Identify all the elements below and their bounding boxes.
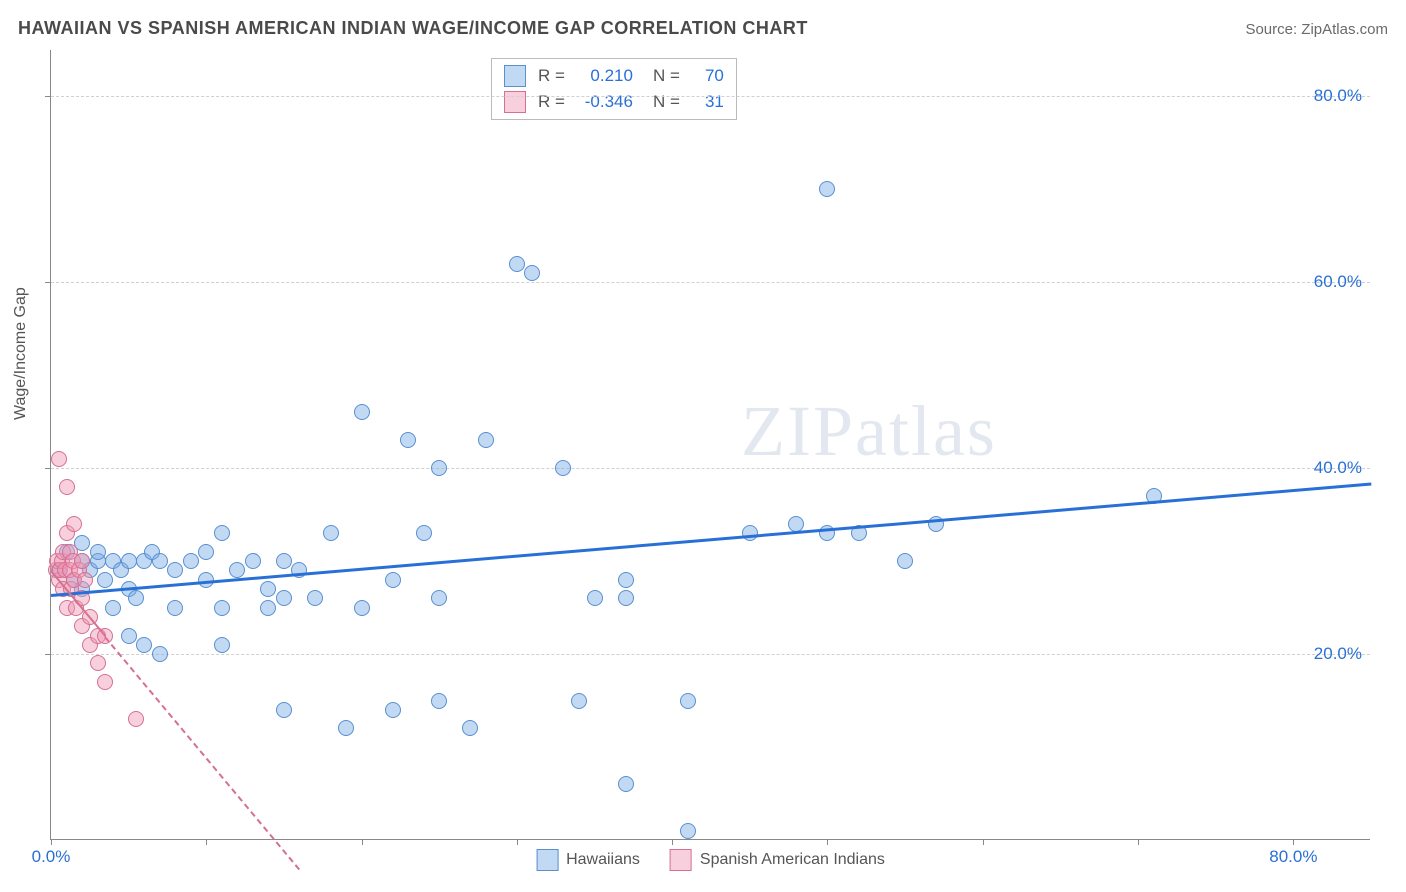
data-point	[323, 525, 339, 541]
data-point	[97, 572, 113, 588]
data-point	[307, 590, 323, 606]
data-point	[276, 553, 292, 569]
data-point	[90, 544, 106, 560]
watermark-bold: ZIP	[741, 391, 855, 471]
data-point	[478, 432, 494, 448]
data-point	[618, 572, 634, 588]
data-point	[587, 590, 603, 606]
stats-row: R = 0.210 N = 70	[504, 63, 724, 89]
data-point	[90, 655, 106, 671]
data-point	[338, 720, 354, 736]
data-point	[819, 181, 835, 197]
data-point	[128, 711, 144, 727]
x-tick-label: 0.0%	[32, 847, 71, 867]
data-point	[183, 553, 199, 569]
gridline-h	[51, 468, 1370, 469]
gridline-h	[51, 282, 1370, 283]
data-point	[431, 693, 447, 709]
stats-row: R = -0.346 N = 31	[504, 89, 724, 115]
y-tick-label: 60.0%	[1314, 272, 1362, 292]
data-point	[198, 544, 214, 560]
scatter-plot: R =0.210N =70R =-0.346N =31 ZIPatlas Haw…	[50, 50, 1370, 840]
data-point	[555, 460, 571, 476]
trend-line	[105, 636, 301, 870]
stat-r-label: R =	[538, 66, 565, 86]
data-point	[66, 516, 82, 532]
stat-n-label: N =	[653, 92, 680, 112]
stat-n-value: 70	[688, 66, 724, 86]
legend-label: Hawaiians	[566, 851, 640, 869]
data-point	[431, 590, 447, 606]
data-point	[51, 451, 67, 467]
legend-swatch	[504, 91, 526, 113]
legend: Hawaiians Spanish American Indians	[536, 849, 885, 871]
legend-label: Spanish American Indians	[700, 851, 885, 869]
data-point	[354, 600, 370, 616]
stat-n-label: N =	[653, 66, 680, 86]
legend-item: Spanish American Indians	[670, 849, 885, 871]
legend-swatch	[536, 849, 558, 871]
data-point	[742, 525, 758, 541]
x-tick-label: 80.0%	[1269, 847, 1317, 867]
stat-r-value: 0.210	[573, 66, 633, 86]
y-tick-label: 20.0%	[1314, 644, 1362, 664]
data-point	[167, 562, 183, 578]
data-point	[385, 572, 401, 588]
stat-r-label: R =	[538, 92, 565, 112]
data-point	[571, 693, 587, 709]
data-point	[59, 479, 75, 495]
data-point	[291, 562, 307, 578]
data-point	[77, 572, 93, 588]
gridline-h	[51, 654, 1370, 655]
y-tick-label: 40.0%	[1314, 458, 1362, 478]
data-point	[260, 600, 276, 616]
watermark: ZIPatlas	[741, 390, 997, 473]
data-point	[121, 553, 137, 569]
data-point	[121, 628, 137, 644]
source-attribution: Source: ZipAtlas.com	[1245, 21, 1388, 38]
data-point	[509, 256, 525, 272]
y-tick-label: 80.0%	[1314, 86, 1362, 106]
stat-r-value: -0.346	[573, 92, 633, 112]
legend-item: Hawaiians	[536, 849, 640, 871]
legend-swatch	[504, 65, 526, 87]
data-point	[618, 776, 634, 792]
data-point	[680, 823, 696, 839]
data-point	[618, 590, 634, 606]
data-point	[897, 553, 913, 569]
data-point	[276, 590, 292, 606]
data-point	[524, 265, 540, 281]
chart-title: HAWAIIAN VS SPANISH AMERICAN INDIAN WAGE…	[18, 18, 808, 39]
data-point	[431, 460, 447, 476]
data-point	[152, 553, 168, 569]
y-axis-label: Wage/Income Gap	[12, 287, 30, 420]
data-point	[167, 600, 183, 616]
data-point	[97, 674, 113, 690]
stat-n-value: 31	[688, 92, 724, 112]
data-point	[680, 693, 696, 709]
data-point	[462, 720, 478, 736]
data-point	[354, 404, 370, 420]
data-point	[276, 702, 292, 718]
trend-line	[51, 482, 1371, 596]
data-point	[214, 525, 230, 541]
data-point	[136, 637, 152, 653]
data-point	[214, 600, 230, 616]
data-point	[229, 562, 245, 578]
data-point	[105, 600, 121, 616]
chart-header: HAWAIIAN VS SPANISH AMERICAN INDIAN WAGE…	[18, 18, 1388, 39]
data-point	[385, 702, 401, 718]
data-point	[214, 637, 230, 653]
data-point	[245, 553, 261, 569]
legend-swatch	[670, 849, 692, 871]
data-point	[260, 581, 276, 597]
data-point	[152, 646, 168, 662]
gridline-h	[51, 96, 1370, 97]
data-point	[74, 553, 90, 569]
data-point	[416, 525, 432, 541]
watermark-thin: atlas	[855, 391, 997, 471]
data-point	[128, 590, 144, 606]
data-point	[400, 432, 416, 448]
correlation-stats-box: R = 0.210 N = 70 R = -0.346 N = 31	[491, 58, 737, 120]
